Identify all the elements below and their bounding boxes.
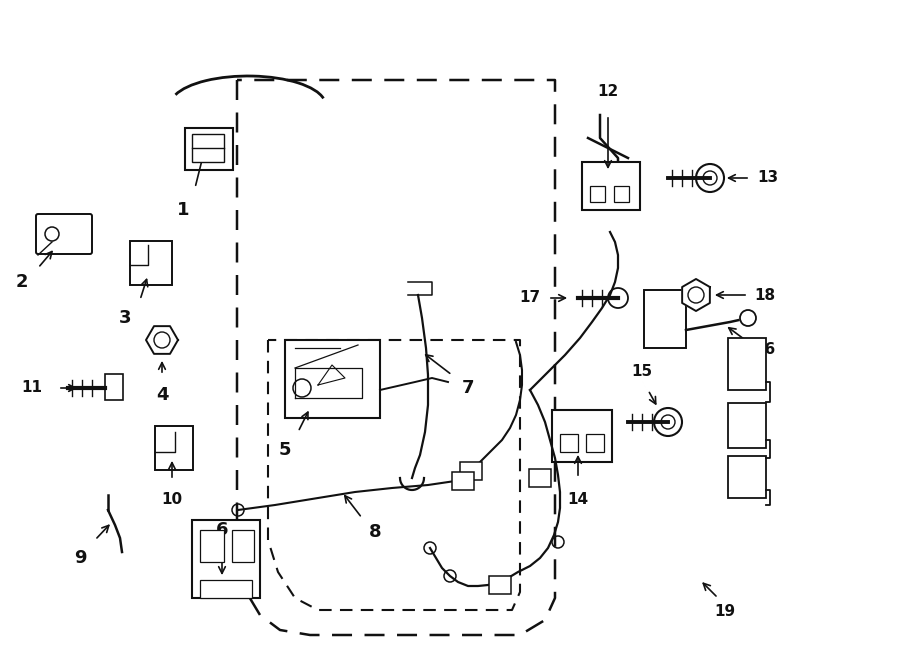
Polygon shape xyxy=(682,279,710,311)
Text: 9: 9 xyxy=(74,549,86,567)
Text: 13: 13 xyxy=(758,171,778,185)
FancyBboxPatch shape xyxy=(644,290,686,348)
Text: 6: 6 xyxy=(216,521,229,539)
FancyBboxPatch shape xyxy=(285,340,380,418)
FancyBboxPatch shape xyxy=(192,134,224,162)
FancyBboxPatch shape xyxy=(614,186,629,202)
FancyBboxPatch shape xyxy=(552,410,612,462)
FancyBboxPatch shape xyxy=(728,338,766,390)
Circle shape xyxy=(608,288,628,308)
Text: 15: 15 xyxy=(632,365,652,379)
FancyBboxPatch shape xyxy=(582,162,640,210)
Text: 2: 2 xyxy=(16,273,28,291)
FancyBboxPatch shape xyxy=(105,374,123,400)
Text: 3: 3 xyxy=(119,309,131,327)
Text: 19: 19 xyxy=(715,604,735,620)
FancyBboxPatch shape xyxy=(728,403,766,448)
FancyBboxPatch shape xyxy=(200,530,224,562)
FancyBboxPatch shape xyxy=(460,462,482,480)
Text: 10: 10 xyxy=(161,493,183,508)
Text: 11: 11 xyxy=(22,381,42,395)
Text: 17: 17 xyxy=(519,291,541,305)
Text: 5: 5 xyxy=(279,441,292,459)
FancyBboxPatch shape xyxy=(232,530,254,562)
FancyBboxPatch shape xyxy=(36,214,92,254)
FancyBboxPatch shape xyxy=(728,456,766,498)
FancyBboxPatch shape xyxy=(452,472,474,490)
Circle shape xyxy=(740,310,756,326)
Text: 12: 12 xyxy=(598,85,618,99)
Circle shape xyxy=(696,164,724,192)
FancyBboxPatch shape xyxy=(489,576,511,594)
FancyBboxPatch shape xyxy=(590,186,605,202)
FancyBboxPatch shape xyxy=(192,520,260,598)
Text: 4: 4 xyxy=(156,386,168,404)
Text: 1: 1 xyxy=(176,201,189,219)
Text: 18: 18 xyxy=(754,287,776,303)
FancyBboxPatch shape xyxy=(529,469,551,487)
FancyBboxPatch shape xyxy=(200,580,252,598)
Text: 16: 16 xyxy=(754,342,776,357)
Polygon shape xyxy=(146,326,178,354)
Text: 8: 8 xyxy=(369,523,382,541)
Text: 14: 14 xyxy=(567,493,589,508)
FancyBboxPatch shape xyxy=(185,128,233,170)
FancyBboxPatch shape xyxy=(586,434,604,452)
Circle shape xyxy=(654,408,682,436)
Text: 7: 7 xyxy=(462,379,474,397)
FancyBboxPatch shape xyxy=(155,426,193,470)
FancyBboxPatch shape xyxy=(130,241,172,285)
FancyBboxPatch shape xyxy=(560,434,578,452)
